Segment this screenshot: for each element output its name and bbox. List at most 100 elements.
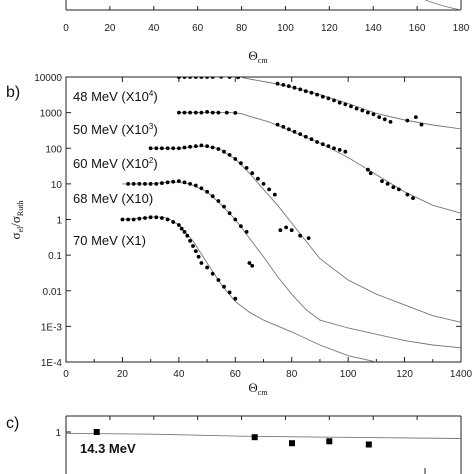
- panel-b-data-point: [188, 110, 193, 115]
- panel-b-data-point: [191, 244, 195, 248]
- panel-b-data-point: [165, 180, 170, 185]
- panel-b-data-point: [332, 146, 336, 151]
- panel-a-x-tick-label: 180: [453, 23, 470, 34]
- panel-b-data-point: [315, 92, 319, 97]
- panel-b-data-point: [137, 216, 142, 221]
- panel-b-data-point: [371, 112, 376, 117]
- panel-b-data-point: [292, 85, 297, 90]
- panel-a-x-tick-label: 100: [277, 23, 294, 34]
- panel-b-data-point: [326, 144, 331, 149]
- panel-b-series-label: 50 MeV (X103): [73, 122, 158, 137]
- panel-b-data-point: [405, 192, 410, 197]
- panel-b-data-point: [199, 110, 204, 115]
- panel-c-series-label: 14.3 MeV: [80, 441, 136, 456]
- panel-b-data-point: [131, 182, 136, 186]
- panel-b-model-curve: [122, 216, 377, 362]
- panel-b-y-axis-title: σel/σRuth: [8, 201, 25, 240]
- panel-b-data-point: [210, 110, 215, 115]
- panel-b-data-point: [275, 122, 280, 127]
- panel-b: b) 0 20 40 60 80 100 120 1400 1E-4 1E-3 0.01 0.1 1 10 1…: [6, 73, 473, 397]
- panel-b-data-point: [188, 144, 193, 149]
- panel-b-data-point: [177, 146, 181, 151]
- panel-b-data-point: [244, 166, 249, 170]
- panel-a: 0 20 40 60 80 100 120 140 160 180 Θcm: [63, 0, 470, 65]
- panel-b-data-point: [154, 215, 159, 220]
- panel-b-data-point: [188, 182, 193, 186]
- panel-b-series-label-name: 48 MeV (X10: [73, 89, 149, 104]
- panel-b-data-point: [222, 284, 226, 289]
- panel-c-y-tick-label: 1: [55, 428, 61, 439]
- panel-b-x-tick-label: 80: [286, 369, 298, 380]
- panel-b-data-point: [160, 181, 164, 186]
- panel-b-x-tick-label: 1400: [450, 369, 473, 380]
- panel-b-series-4: [120, 215, 377, 362]
- panel-a-x-tick-label: 0: [63, 23, 69, 34]
- panel-a-x-axis-subscript: cm: [258, 56, 269, 65]
- panel-b-data-point: [193, 77, 198, 79]
- panel-b-data-point: [148, 146, 153, 151]
- panel-b-data-point: [182, 230, 187, 234]
- panel-b-data-point: [216, 199, 221, 203]
- panel-b-series-label-name: 50 MeV (X10: [73, 122, 149, 137]
- panel-c-data-point: [326, 438, 333, 445]
- panel-b-series-label-sup: 2: [149, 156, 154, 165]
- panel-b-data-point: [391, 185, 396, 190]
- panel-b-data-point: [380, 179, 384, 184]
- panel-b-data-point: [239, 224, 243, 229]
- panel-b-data-point: [411, 196, 415, 201]
- panel-b-data-point: [193, 144, 198, 149]
- panel-b-data-point: [309, 90, 314, 95]
- panel-b-data-point: [137, 182, 142, 186]
- panel-b-label: b): [6, 84, 20, 101]
- panel-b-data-point: [171, 220, 176, 224]
- panel-b-data-point: [250, 263, 255, 268]
- panel-b-data-point: [419, 122, 424, 127]
- panel-b-y-tick-label: 1E-4: [41, 358, 63, 369]
- panel-b-y-tick-label: 100: [45, 144, 62, 155]
- panel-b-data-point: [179, 226, 184, 231]
- panel-b-data-point: [126, 182, 130, 186]
- panel-b-data-point: [320, 142, 325, 147]
- panel-b-data-point: [143, 182, 147, 186]
- panel-b-data-point: [287, 127, 291, 132]
- panel-b-x-tick-label: 0: [63, 369, 69, 380]
- panel-b-data-point: [185, 233, 190, 238]
- panel-b-x-axis-title: Θcm: [248, 380, 268, 397]
- panel-b-data-point: [284, 225, 288, 230]
- panel-b-data-point: [196, 254, 201, 259]
- panel-b-data-point: [247, 261, 252, 265]
- panel-b-y-axis-sep: /σ: [8, 216, 23, 227]
- panel-b-series-label: 70 MeV (X1): [73, 233, 146, 248]
- panel-b-series-label-name: 70 MeV (X1): [73, 233, 146, 248]
- panel-b-data-point: [287, 84, 291, 89]
- panel-b-data-point: [165, 217, 170, 222]
- panel-b-data-point: [303, 134, 308, 139]
- panel-b-data-point: [289, 228, 294, 233]
- panel-b-data-point: [177, 223, 181, 227]
- panel-b-data-point: [227, 290, 232, 295]
- panel-b-data-point: [306, 236, 311, 241]
- panel-c-label: c): [6, 415, 19, 432]
- panel-b-data-point: [131, 217, 136, 222]
- panel-b-data-point: [216, 147, 221, 151]
- panel-b-data-point: [366, 110, 370, 115]
- panel-a-x-tick-label: 160: [409, 23, 426, 34]
- panel-b-data-point: [205, 189, 210, 194]
- panel-b-data-point: [210, 145, 215, 150]
- panel-b-y-tick-label: 1: [56, 216, 62, 227]
- panel-b-data-point: [210, 77, 215, 79]
- panel-b-series-0: [177, 77, 461, 130]
- panel-b-data-point: [233, 157, 238, 161]
- panel-b-data-point: [388, 120, 393, 124]
- panel-c-data-point: [365, 441, 372, 448]
- panel-b-data-point: [193, 249, 198, 254]
- panel-b-data-point: [227, 77, 232, 79]
- panel-b-data-point: [326, 96, 331, 101]
- panel-b-series-1: [177, 110, 461, 214]
- panel-b-data-point: [366, 167, 370, 172]
- panel-b-data-point: [193, 183, 198, 188]
- panel-b-data-point: [148, 182, 153, 186]
- panel-b-data-point: [256, 176, 260, 181]
- panel-b-data-point: [227, 153, 232, 157]
- panel-c-data-point: [93, 429, 100, 435]
